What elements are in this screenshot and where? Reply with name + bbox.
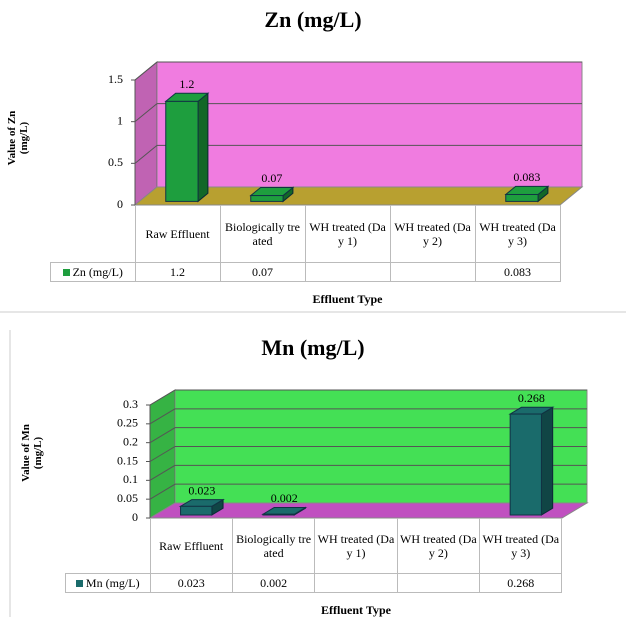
- bar: [509, 413, 542, 516]
- legend-label: Mn (mg/L): [85, 576, 140, 590]
- grid-line: [149, 427, 176, 444]
- table-value: 1.2: [134, 262, 221, 282]
- category-label: WH treated (Day 3): [479, 518, 563, 574]
- table-header-row: Raw Effluent Biologically treated WH treat…: [66, 518, 563, 574]
- grid-line: [149, 483, 176, 500]
- category-label: WH treated (Day 1): [314, 518, 398, 574]
- category-label: WH treated (Day 1): [304, 205, 391, 263]
- data-table: Raw Effluent Biologically treated WH treat…: [50, 205, 561, 282]
- value-label: 1.2: [179, 77, 194, 91]
- bar-side-shade: [211, 499, 224, 515]
- legend-label: Zn (mg/L): [72, 265, 123, 279]
- back-wall: [156, 61, 583, 188]
- grid-line: [149, 446, 176, 462]
- table-series-row: Mn (mg/L) 0.023 0.002 0.268: [65, 573, 563, 593]
- legend-cell: Mn (mg/L): [65, 573, 151, 593]
- y-tick-label: 0.25: [117, 416, 138, 430]
- table-value: 0.07: [219, 262, 306, 282]
- table-value: 0.083: [474, 262, 561, 282]
- grid-line: [149, 408, 176, 425]
- y-tick-label: 0.15: [117, 453, 138, 467]
- grid-line: [149, 389, 176, 406]
- y-axis-label: Value of Mn (mg/L): [20, 424, 44, 482]
- y-tick-label: 0.1: [123, 472, 138, 486]
- category-label: Raw Effluent: [149, 518, 233, 574]
- bar: [505, 193, 539, 202]
- bar-side-shade: [538, 186, 548, 202]
- legend-cell: Zn (mg/L): [50, 262, 136, 282]
- value-label: 0.002: [271, 491, 298, 505]
- y-tick-label: 0.5: [108, 155, 123, 169]
- y-axis-label: Value of Zn (mg/L): [6, 110, 30, 166]
- table-value: [304, 262, 391, 282]
- table-corner: [66, 518, 151, 574]
- chart-title: Zn (mg/L): [264, 7, 361, 32]
- bar-side-shade: [283, 187, 293, 202]
- y-tick-label: 1: [117, 113, 123, 127]
- bar-side-shade: [541, 407, 553, 515]
- y-tick-label: 0.05: [117, 491, 138, 505]
- y-tick-label: 0.3: [123, 397, 138, 411]
- table-value: [314, 573, 398, 593]
- chart-title: Mn (mg/L): [261, 335, 364, 360]
- value-label: 0.07: [261, 171, 282, 185]
- side-shade: [135, 62, 157, 205]
- table-value: 0.023: [149, 573, 233, 593]
- table-value: 0.002: [231, 573, 316, 593]
- x-axis-label: Effluent Type: [312, 292, 383, 306]
- bar: [180, 505, 213, 516]
- grid-line: [134, 103, 158, 123]
- data-table: Raw Effluent Biologically treated WH treat…: [65, 518, 563, 593]
- y-tick-label: 0: [132, 510, 138, 524]
- grid-line: [134, 61, 158, 81]
- category-label: WH treated (Day 2): [396, 518, 481, 574]
- legend-swatch: [62, 269, 70, 276]
- table-header-row: Raw Effluent Biologically treated WH treat…: [51, 205, 561, 263]
- table-series-row: Zn (mg/L) 1.2 0.07 0.083: [50, 262, 561, 282]
- y-tick-label: 1.5: [108, 72, 123, 86]
- bar: [250, 195, 284, 202]
- value-label: 0.083: [513, 170, 540, 184]
- bar: [165, 100, 199, 202]
- y-tick-label: 0.2: [123, 434, 138, 448]
- y-tick-label: 0: [117, 197, 123, 211]
- table-value: [396, 573, 481, 593]
- bar: [262, 513, 295, 516]
- table-value: [389, 262, 476, 282]
- value-label: 0.268: [518, 391, 545, 405]
- grid-line: [134, 144, 158, 164]
- bar-side-shade: [198, 93, 208, 202]
- legend-swatch: [75, 580, 83, 587]
- table-corner: [51, 205, 136, 263]
- value-label: 0.023: [188, 483, 215, 497]
- category-label: WH treated (Day 3): [474, 205, 561, 263]
- x-axis-label: Effluent Type: [321, 603, 391, 617]
- grid-line: [149, 464, 176, 481]
- category-label: WH treated (Day 2): [389, 205, 476, 263]
- category-label: Biologically treated: [231, 518, 316, 574]
- category-label: Raw Effluent: [134, 205, 221, 263]
- category-label: Biologically treated: [219, 205, 306, 263]
- table-value: 0.268: [479, 573, 563, 593]
